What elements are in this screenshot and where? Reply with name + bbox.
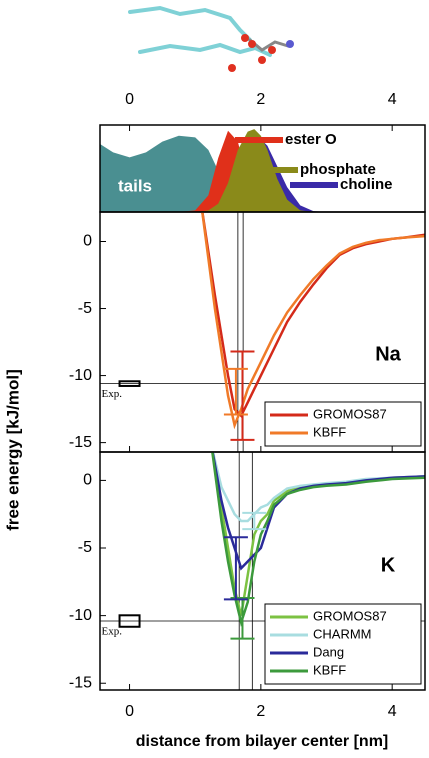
x-tick-label: 0 [125,91,134,108]
y-tick-label: -5 [78,539,92,556]
y-tick-label: -5 [78,300,92,317]
panel-title: Na [375,343,401,365]
x-tick-label: 4 [388,703,397,720]
molecule [128,5,294,72]
error-bar [230,350,255,441]
series-line [211,452,425,627]
series-line [201,212,425,430]
error-bar [223,367,248,416]
y-tick-label: -15 [69,434,92,451]
series-line [211,452,425,523]
legend-label: choline [340,176,393,193]
legend-box [264,401,422,447]
y-tick-label: -10 [69,607,92,624]
x-tick-label: 2 [256,91,265,108]
legend-label: CHARMM [313,626,372,641]
series-line [211,452,425,571]
legend-label: KBFF [313,424,346,439]
exp-label: Exp. [102,626,123,638]
y-tick-label: 0 [83,472,92,489]
legend-label: ester O [285,131,337,148]
plot-area [100,129,327,212]
exp-marker [118,380,141,387]
y-axis-label: free energy [kJ/mol] [3,369,22,531]
x-tick-label: 2 [256,703,265,720]
y-tick-label: -15 [69,674,92,691]
series-line [211,452,425,616]
exp-label: Exp. [102,388,123,400]
legend-label: GROMOS87 [313,608,387,623]
density-area [100,130,327,212]
legend-label: GROMOS87 [313,406,387,421]
exp-marker [118,614,141,628]
y-tick-label: -10 [69,367,92,384]
plot-area [100,212,425,452]
legend-label: phosphate [300,161,376,178]
density-area [100,135,327,212]
legend-label: tails [118,176,152,195]
legend-label: Dang [313,644,344,659]
error-bar [223,536,248,601]
x-axis-label: distance from bilayer center [nm] [136,733,389,750]
error-bar [242,511,267,531]
x-tick-label: 0 [125,703,134,720]
panel-title: K [381,554,396,576]
legend-label: KBFF [313,662,346,677]
panel-frame [99,451,426,691]
y-tick-label: 0 [83,233,92,250]
density-area [100,129,327,212]
x-tick-label: 4 [388,91,397,108]
plot-area [100,452,425,690]
error-bar [230,597,255,640]
